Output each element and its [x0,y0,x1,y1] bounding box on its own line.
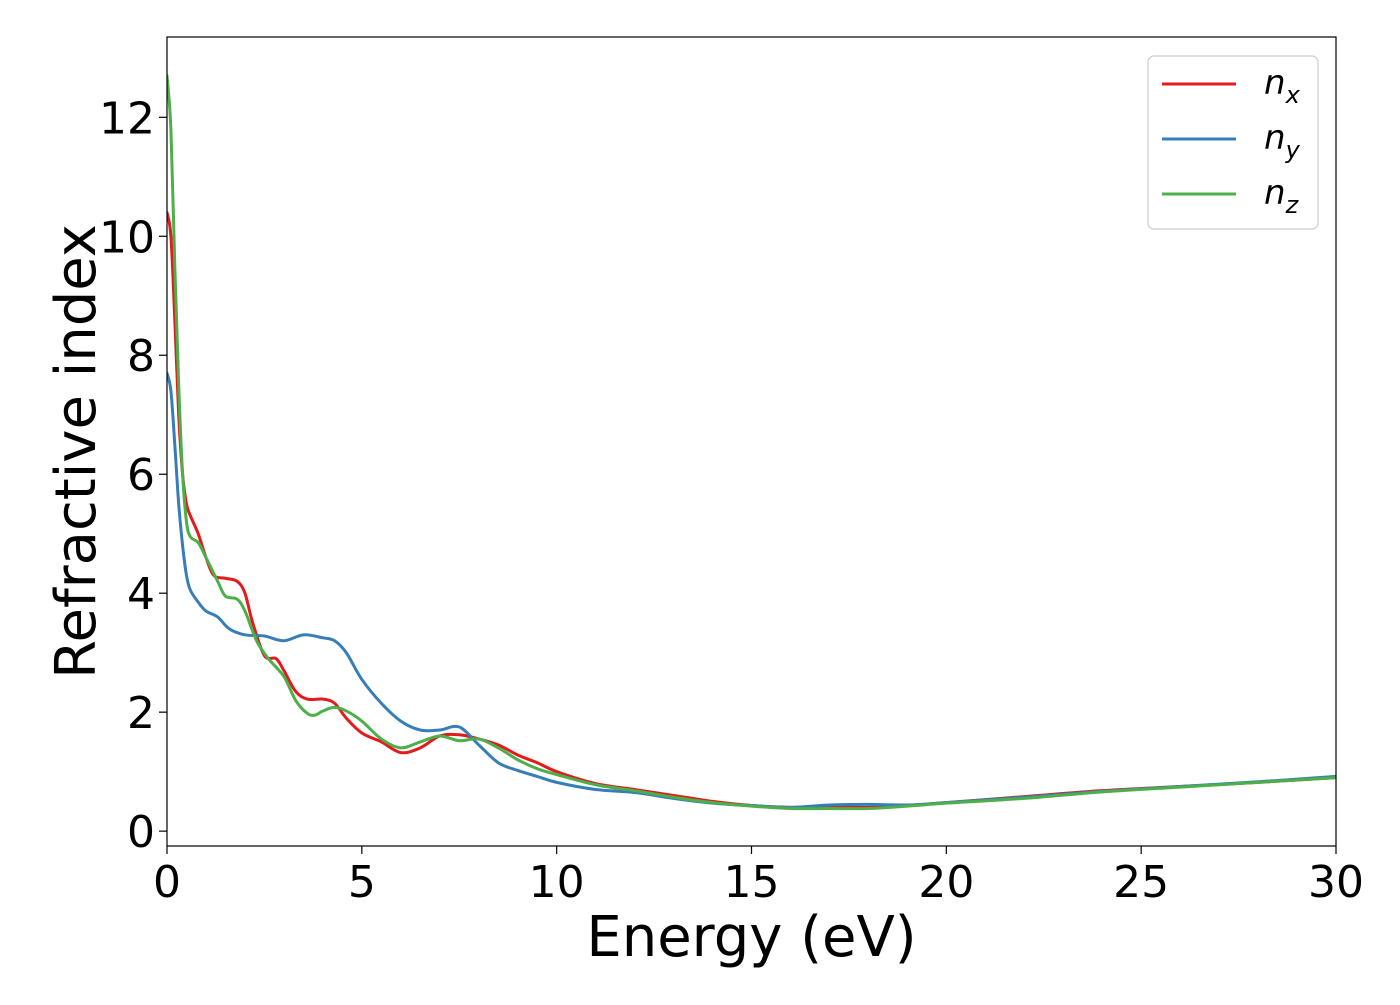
x-axis-ticks: 0 5 10 15 20 25 30 [153,846,1364,908]
x-tick-label: 20 [918,857,974,908]
series-layer [167,74,1336,811]
y-axis-ticks: 0 2 4 6 8 10 12 [99,93,167,858]
x-tick-label: 0 [153,857,181,908]
series-line-y [167,371,1336,809]
x-axis-title: Energy (eV) [586,905,916,970]
x-tick-label: 10 [529,857,585,908]
legend-label-y: ny [1264,118,1301,164]
y-tick-label: 8 [127,331,155,382]
legend-label-z: nz [1264,173,1300,219]
series-line-z [167,74,1336,811]
y-tick-label: 10 [99,212,155,263]
y-tick-label: 12 [99,93,155,144]
x-tick-label: 25 [1113,857,1169,908]
y-tick-label: 0 [127,807,155,858]
x-tick-label: 5 [348,857,376,908]
legend: nx ny nz [1147,55,1319,230]
y-axis-title: Refractive index [44,224,109,679]
legend-label-x: nx [1264,63,1301,109]
x-tick-label: 30 [1308,857,1364,908]
legend-box [1147,55,1319,230]
x-tick-label: 15 [724,857,780,908]
y-tick-label: 6 [127,450,155,501]
y-tick-label: 4 [127,569,155,620]
y-tick-label: 2 [127,688,155,739]
